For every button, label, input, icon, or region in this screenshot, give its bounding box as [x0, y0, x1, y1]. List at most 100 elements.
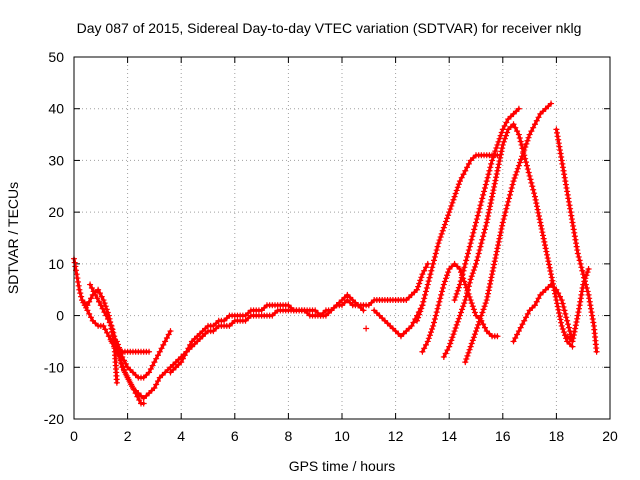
data-point [437, 295, 444, 302]
data-point [537, 222, 544, 229]
y-tick-label: -20 [44, 411, 64, 427]
data-point [491, 180, 498, 187]
data-point [494, 167, 501, 174]
data-point [490, 187, 497, 194]
data-point [548, 100, 555, 107]
data-point [495, 164, 502, 171]
data-point [480, 233, 487, 240]
data-point [452, 324, 459, 331]
data-point [530, 124, 537, 131]
data-point [469, 233, 476, 240]
data-point [75, 282, 82, 289]
data-point [154, 352, 161, 359]
data-point [454, 318, 461, 325]
data-point [572, 322, 579, 329]
series-track-1 [71, 255, 147, 407]
data-point [555, 290, 562, 297]
data-point [444, 347, 451, 354]
data-point [86, 298, 93, 305]
y-tick-labels: -20 -10 0 10 20 30 40 50 [44, 49, 64, 427]
data-point [579, 267, 586, 274]
x-tick-label: 16 [495, 428, 511, 444]
data-point [492, 148, 499, 155]
data-point [535, 209, 542, 216]
data-point [464, 290, 471, 297]
data-point [569, 343, 576, 350]
data-point [465, 247, 472, 254]
data-point [500, 138, 507, 145]
data-point [556, 293, 563, 300]
data-point [499, 141, 506, 148]
data-point [422, 341, 429, 348]
series-trace [72, 257, 146, 405]
data-point [498, 148, 505, 155]
data-point [435, 240, 442, 247]
data-point [458, 274, 465, 281]
data-point [486, 284, 493, 291]
data-point [518, 156, 525, 163]
x-tick-label: 18 [549, 428, 565, 444]
data-point [110, 329, 117, 336]
data-point [497, 229, 504, 236]
data-point [585, 266, 592, 273]
data-point [439, 284, 446, 291]
data-point [520, 150, 527, 157]
data-point [466, 279, 473, 286]
data-point [87, 314, 94, 321]
y-tick-label: -10 [44, 359, 64, 375]
data-point [428, 267, 435, 274]
data-point [503, 205, 510, 212]
data-point [452, 190, 459, 197]
data-point [456, 281, 463, 288]
data-point [427, 271, 434, 278]
data-point [517, 324, 524, 331]
data-point [430, 260, 437, 267]
data-point [574, 315, 581, 322]
data-point [476, 247, 483, 254]
data-point [415, 283, 422, 290]
data-point [453, 290, 460, 297]
series-track-12 [462, 100, 555, 366]
data-point [468, 273, 475, 280]
data-point [90, 288, 97, 295]
data-point [528, 128, 535, 135]
data-point [415, 314, 422, 321]
data-point [527, 176, 534, 183]
data-point [559, 300, 566, 307]
data-point [505, 198, 512, 205]
data-point [580, 281, 587, 288]
data-point [76, 286, 83, 293]
data-point [560, 329, 567, 336]
data-point [431, 319, 438, 326]
data-point [493, 174, 500, 181]
data-point [420, 298, 427, 305]
data-point [499, 126, 506, 133]
data-point [510, 338, 517, 345]
data-point [481, 188, 488, 195]
data-point [496, 235, 503, 242]
data-point [104, 329, 111, 336]
data-point [416, 280, 423, 287]
data-point [473, 328, 479, 335]
data-point [474, 212, 481, 219]
data-point [493, 145, 500, 152]
data-point [456, 312, 463, 319]
data-point [95, 286, 102, 293]
data-point [558, 297, 565, 304]
data-point [96, 298, 103, 305]
data-point [124, 374, 131, 381]
data-point [460, 171, 467, 178]
data-point [136, 397, 143, 404]
data-point [504, 129, 511, 136]
data-point [417, 308, 424, 315]
data-point [548, 274, 555, 281]
data-point [442, 350, 449, 357]
data-point [106, 319, 113, 326]
data-point [477, 315, 484, 322]
data-point [467, 343, 474, 350]
data-point [573, 319, 580, 326]
data-point [165, 331, 172, 338]
data-point [486, 206, 493, 213]
data-point [509, 181, 516, 188]
data-point [489, 193, 496, 200]
